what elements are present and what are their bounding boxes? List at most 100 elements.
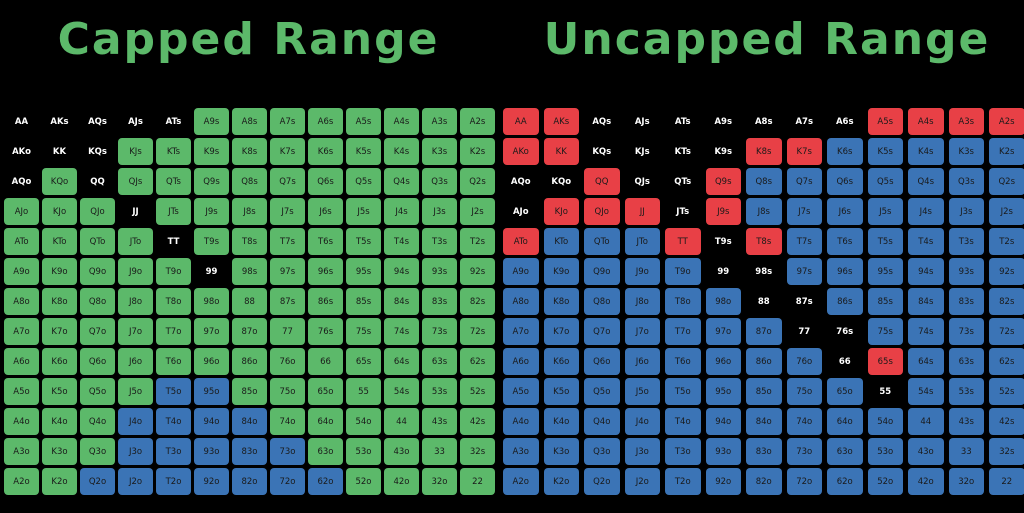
hand-cell: Q7s xyxy=(786,168,822,195)
hand-cell: AJs xyxy=(128,116,143,127)
hand-cell: AQs xyxy=(88,116,107,127)
hand-cell: AKo xyxy=(12,146,31,157)
hand-cell: 42o xyxy=(908,468,944,495)
hand-cell: ATo xyxy=(503,228,539,255)
hand-cell: 72o xyxy=(270,468,305,495)
hand-cell: T9o xyxy=(665,258,701,285)
hand-cell: T5s xyxy=(867,228,903,255)
hand-cell: KK xyxy=(543,138,579,165)
hand-cell: 54o xyxy=(346,408,381,435)
hand-cell: J2s xyxy=(989,198,1024,225)
hand-cell: 97s xyxy=(270,258,305,285)
hand-cell: Q8s xyxy=(232,168,267,195)
hand-cell: Q3o xyxy=(584,438,620,465)
hand-cell: Q7o xyxy=(80,318,115,345)
hand-cell: K5o xyxy=(543,378,579,405)
hand-cell: T8s xyxy=(232,228,267,255)
hand-cell: A2o xyxy=(4,468,39,495)
hand-cell: 99 xyxy=(717,266,730,277)
hand-cell: J5o xyxy=(118,378,153,405)
hand-cell: T2o xyxy=(156,468,191,495)
hand-cell: 85o xyxy=(232,378,267,405)
hand-cell: 52s xyxy=(460,378,495,405)
hand-cell: TT xyxy=(167,236,180,247)
hand-cell: T4s xyxy=(908,228,944,255)
hand-cell: 42s xyxy=(989,408,1024,435)
hand-cell: Q4s xyxy=(384,168,419,195)
hand-cell: AJo xyxy=(512,206,529,217)
hand-cell: A3o xyxy=(4,438,39,465)
hand-cell: 82o xyxy=(232,468,267,495)
hand-cell: J4o xyxy=(118,408,153,435)
hand-cell: KTo xyxy=(543,228,579,255)
hand-cell: 74o xyxy=(270,408,305,435)
hand-cell: 62o xyxy=(827,468,863,495)
hand-cell: 84o xyxy=(746,408,782,435)
hand-cell: 83o xyxy=(232,438,267,465)
hand-cell: T6s xyxy=(827,228,863,255)
hand-cell: KTs xyxy=(156,138,191,165)
hand-cell: J4o xyxy=(624,408,660,435)
hand-cell: QJs xyxy=(118,168,153,195)
hand-cell: J9o xyxy=(118,258,153,285)
hand-cell: K4s xyxy=(384,138,419,165)
hand-cell: 87o xyxy=(746,318,782,345)
hand-cell: Q5o xyxy=(80,378,115,405)
hand-cell: Q3s xyxy=(422,168,457,195)
hand-cell: A4o xyxy=(503,408,539,435)
hand-cell: K4o xyxy=(543,408,579,435)
hand-cell: A9s xyxy=(714,116,733,127)
hand-cell: 65o xyxy=(308,378,343,405)
hand-cell: 66 xyxy=(308,348,343,375)
hand-cell: A5s xyxy=(346,108,381,135)
hand-cell: 93o xyxy=(194,438,229,465)
hand-cell: 87s xyxy=(795,296,813,307)
hand-cell: 73s xyxy=(422,318,457,345)
hand-cell: K8o xyxy=(42,288,77,315)
hand-cell: 64s xyxy=(384,348,419,375)
hand-cell: K2s xyxy=(460,138,495,165)
hand-cell: 76s xyxy=(836,326,854,337)
hand-cell: J7s xyxy=(786,198,822,225)
hand-cell: 97o xyxy=(194,318,229,345)
hand-cell: Q6s xyxy=(308,168,343,195)
hand-cell: 73s xyxy=(948,318,984,345)
hand-cell: T2s xyxy=(989,228,1024,255)
hand-cell: QJo xyxy=(80,198,115,225)
hand-cell: J3o xyxy=(624,438,660,465)
hand-cell: J9s xyxy=(194,198,229,225)
hand-cell: 66 xyxy=(838,356,851,367)
hand-cell: KQo xyxy=(42,168,77,195)
hand-cell: A4s xyxy=(384,108,419,135)
hand-cell: K8s xyxy=(746,138,782,165)
hand-cell: 86o xyxy=(746,348,782,375)
hand-cell: J2o xyxy=(624,468,660,495)
hand-cell: 65o xyxy=(827,378,863,405)
hand-cell: 43s xyxy=(422,408,457,435)
hand-cell: K5o xyxy=(42,378,77,405)
hand-cell: K7s xyxy=(786,138,822,165)
hand-cell: A9s xyxy=(194,108,229,135)
hand-cell: 82s xyxy=(460,288,495,315)
hand-cell: 43o xyxy=(908,438,944,465)
hand-cell: K9o xyxy=(42,258,77,285)
hand-cell: Q6s xyxy=(827,168,863,195)
hand-cell: J6o xyxy=(118,348,153,375)
hand-cell: T4o xyxy=(156,408,191,435)
hand-cell: 85s xyxy=(346,288,381,315)
hand-cell: 64o xyxy=(308,408,343,435)
hand-cell: 95o xyxy=(194,378,229,405)
hand-cell: 95s xyxy=(346,258,381,285)
hand-cell: 82s xyxy=(989,288,1024,315)
hand-cell: 85s xyxy=(867,288,903,315)
hand-cell: 63o xyxy=(827,438,863,465)
hand-cell: Q3o xyxy=(80,438,115,465)
hand-cell: T3o xyxy=(156,438,191,465)
hand-cell: Q9s xyxy=(705,168,741,195)
hand-cell: KQo xyxy=(551,176,572,187)
hand-cell: 92s xyxy=(460,258,495,285)
hand-cell: Q6o xyxy=(584,348,620,375)
hand-cell: AA xyxy=(14,116,29,127)
uncapped-range-title: Uncapped Range xyxy=(543,14,991,65)
hand-cell: A6s xyxy=(835,116,854,127)
